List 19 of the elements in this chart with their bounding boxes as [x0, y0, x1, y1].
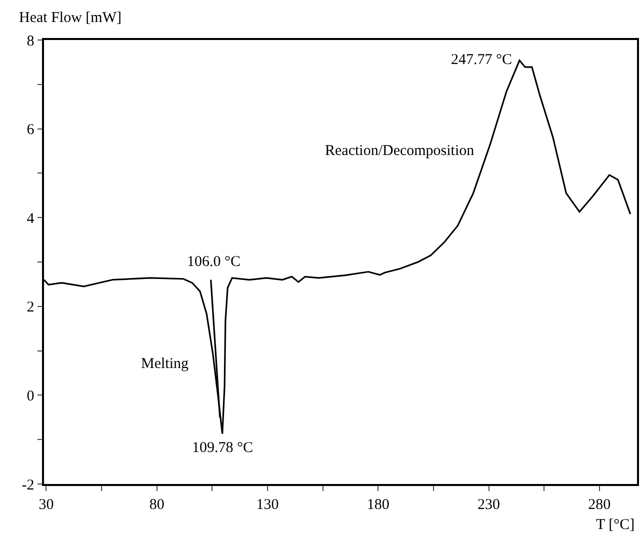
x-axis-title: T [°C]: [596, 517, 635, 533]
annotation: 247.77 °C: [451, 52, 512, 68]
y-tick-label: 4: [26, 210, 35, 227]
x-tick-label: 80: [149, 496, 164, 513]
y-tick-label: 6: [26, 122, 35, 138]
y-tick-label: 0: [26, 388, 34, 404]
annotation: Melting: [141, 356, 189, 372]
annotation: 109.78 °C: [192, 440, 254, 456]
y-tick-label: -2: [22, 477, 34, 494]
x-tick-label: 180: [366, 496, 390, 513]
annotation: 106.0 °C: [187, 254, 241, 270]
y-axis-title: Heat Flow [mW]: [19, 10, 122, 26]
x-tick-label: 230: [478, 496, 500, 513]
y-tick-label: 8: [26, 33, 34, 50]
annotation: Reaction/Decomposition: [325, 143, 475, 159]
x-tick-label: 280: [588, 496, 611, 513]
y-tick-label: 2: [26, 300, 34, 316]
x-tick-label: 130: [256, 496, 279, 513]
x-tick-label: 30: [38, 496, 54, 513]
